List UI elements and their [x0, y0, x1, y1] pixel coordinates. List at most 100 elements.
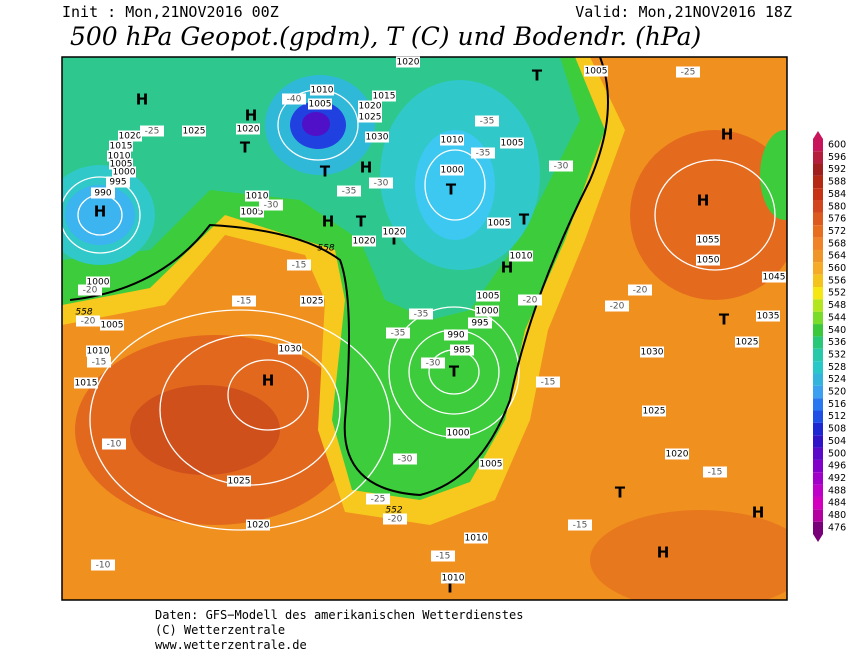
- isobar-label: 1010: [246, 192, 269, 202]
- colorbar-label: 568: [828, 238, 846, 249]
- colorbar-label: 556: [828, 275, 846, 286]
- isobar-label: 995: [109, 178, 126, 188]
- colorbar-swatch: [813, 521, 823, 535]
- colorbar-swatch: [813, 472, 823, 485]
- isobar-label-box: [584, 65, 608, 77]
- isobar-label: 990: [94, 189, 111, 199]
- isobar-label: 1020: [247, 521, 270, 531]
- temperature-label-box: [383, 513, 407, 525]
- temperature-label-box: [676, 66, 700, 78]
- colorbar-label: 520: [828, 387, 846, 398]
- isobar-label-box: [246, 519, 270, 531]
- colorbar-swatch: [813, 249, 823, 263]
- colorbar-swatch: [813, 324, 823, 337]
- isobar-label: 1010: [108, 152, 131, 162]
- colorbar-swatch: [813, 447, 823, 460]
- data-source: Daten: GFS−Modell des amerikanischen Wet…: [155, 608, 523, 622]
- colorbar-label: 588: [828, 177, 846, 188]
- isobar-label: 1005: [101, 321, 124, 331]
- pressure-center: T: [519, 211, 530, 229]
- isobar-label-box: [182, 125, 206, 137]
- temperature-label: -40: [287, 95, 302, 105]
- map-field: [62, 57, 787, 600]
- isobar-label-box: [396, 56, 420, 68]
- colorbar-label: 596: [828, 152, 846, 163]
- colorbar-label: 584: [828, 189, 846, 200]
- isobar-label-box: [358, 100, 382, 112]
- isobar-label: 1030: [366, 133, 389, 143]
- isobar-label: 1000: [113, 168, 136, 178]
- colorbar-label: 592: [828, 164, 846, 175]
- isobar-label-box: [310, 84, 334, 96]
- colorbar-label: 480: [828, 510, 846, 521]
- colorbar-swatch: [813, 459, 823, 473]
- isobar-label: 1005: [110, 160, 133, 170]
- colorbar-swatch: [813, 175, 823, 189]
- isobar-label: 1025: [736, 338, 759, 348]
- pressure-center: T: [532, 67, 543, 85]
- pressure-center: H: [697, 192, 710, 210]
- colorbar-swatch: [813, 138, 823, 152]
- temperature-label-box: [536, 376, 560, 388]
- isobar-label: 1020: [237, 125, 260, 135]
- temperature-label: -25: [371, 495, 386, 505]
- colorbar-label: 484: [828, 498, 846, 509]
- isobar-label: 1025: [183, 127, 206, 137]
- colorbar-swatch: [813, 496, 823, 510]
- colorbar-swatch: [813, 212, 823, 226]
- pressure-center: T: [446, 181, 457, 199]
- isobar-label: 1025: [359, 113, 382, 123]
- pressure-center: H: [262, 372, 275, 390]
- temperature-label-box: [605, 300, 629, 312]
- isobar-label-box: [487, 217, 511, 229]
- colorbar-label: 504: [828, 436, 846, 447]
- pressure-center: H: [322, 213, 335, 231]
- temperature-label-box: [568, 519, 592, 531]
- temperature-label-box: [421, 357, 445, 369]
- colorbar-label: 540: [828, 325, 846, 336]
- pressure-center: H: [94, 203, 107, 221]
- colorbar-swatch: [813, 373, 823, 386]
- isobar-label: 1020: [119, 132, 142, 142]
- isobar-label-box: [365, 131, 389, 143]
- colorbar-label: 600: [828, 140, 846, 151]
- isobar-label: 1010: [510, 252, 533, 262]
- temperature-label-box: [87, 356, 111, 368]
- colorbar-swatch: [813, 410, 823, 423]
- isobar-label: 1020: [353, 237, 376, 247]
- colorbar-swatch: [813, 287, 823, 300]
- temperature-label-box: [475, 115, 499, 127]
- isobar-label: 1000: [87, 278, 110, 288]
- isobar-label: 1055: [697, 236, 720, 246]
- isobar-label-box: [300, 295, 324, 307]
- colorbar-label: 580: [828, 201, 846, 212]
- temperature-label-box: [232, 295, 256, 307]
- isobar-label-box: [240, 206, 264, 218]
- temperature-label-box: [76, 315, 100, 327]
- isobar-label: 1005: [241, 208, 264, 218]
- colorbar-swatch: [813, 311, 823, 325]
- isobar-label-box: [112, 166, 136, 178]
- temperature-label-box: [628, 284, 652, 296]
- isobar-label-box: [509, 250, 533, 262]
- isobar-label-box: [756, 310, 780, 322]
- temperature-label: -35: [480, 117, 495, 127]
- pressure-center: T: [719, 311, 730, 329]
- colorbar-swatch: [813, 188, 823, 201]
- colorbar-swatch: [813, 435, 823, 448]
- temperature-label-box: [366, 493, 390, 505]
- temperature-label: -35: [476, 149, 491, 159]
- copyright: (C) Wetterzentrale: [155, 623, 285, 637]
- isobar-label-box: [440, 134, 464, 146]
- temperature-label-box: [287, 259, 311, 271]
- isobar-label: 1020: [359, 102, 382, 112]
- colorbar-swatch: [813, 237, 823, 250]
- colorbar-swatch: [813, 200, 823, 213]
- isobar-label-box: [109, 140, 133, 152]
- isobar-label: 1010: [465, 534, 488, 544]
- isobar-label: 1025: [643, 407, 666, 417]
- temperature-label-box: [282, 93, 306, 105]
- colorbar-swatch: [813, 262, 823, 275]
- isobar-label-box: [464, 532, 488, 544]
- isobar-label-box: [642, 405, 666, 417]
